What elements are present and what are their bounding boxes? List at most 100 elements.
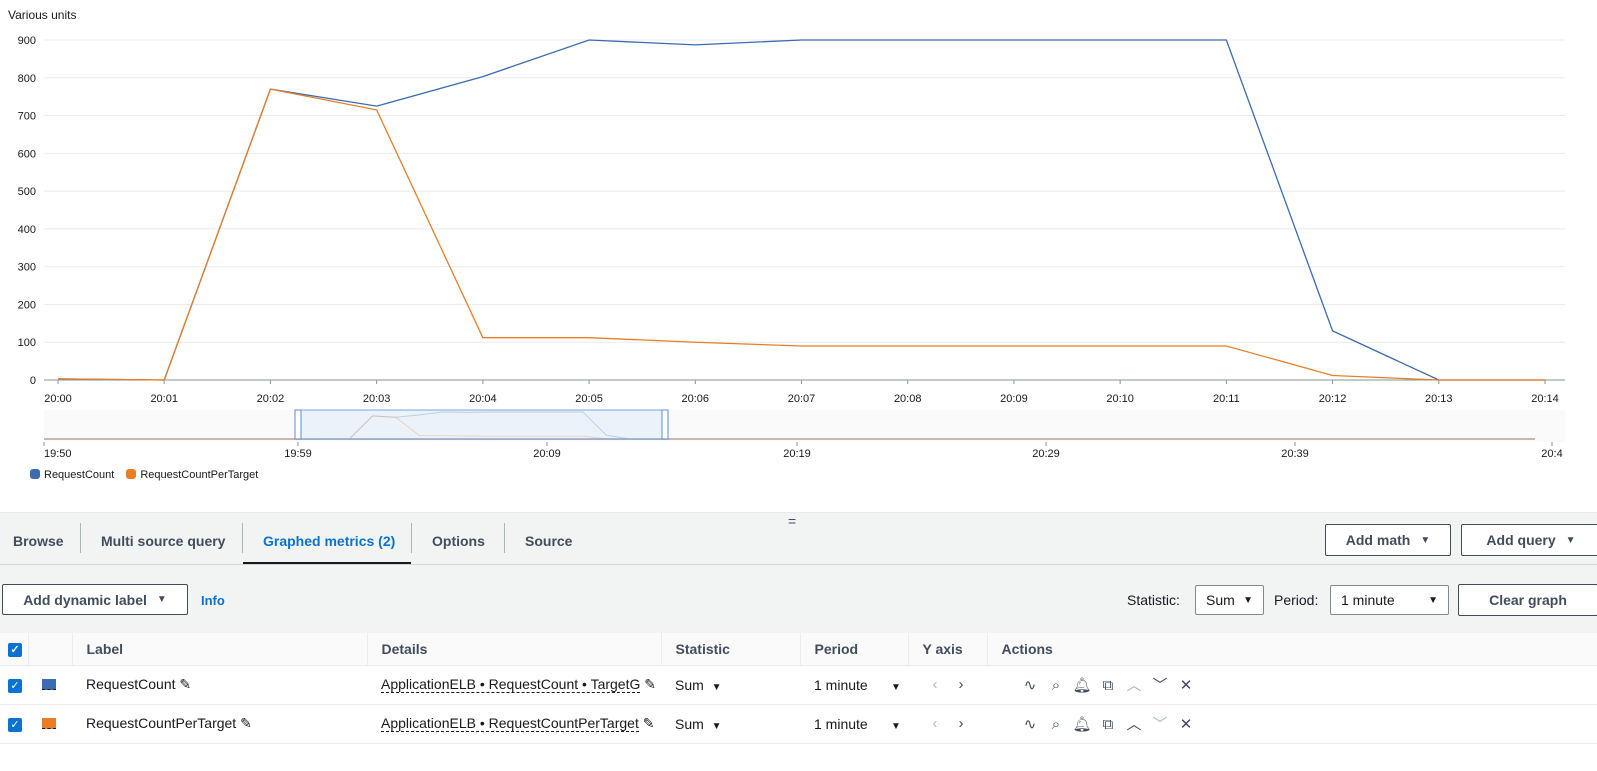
add-dynamic-label-button[interactable]: Add dynamic label ▼ <box>2 584 188 615</box>
y-tick-label: 0 <box>30 375 36 387</box>
search-icon[interactable]: ⌕ <box>1051 716 1061 733</box>
caret-down-icon: ▼ <box>156 594 167 605</box>
tab-browse[interactable]: Browse <box>13 533 64 549</box>
x-tick-label: 20:14 <box>1531 393 1559 405</box>
y-axis-label: Various units <box>8 8 77 22</box>
tab-graphed-metrics[interactable]: Graphed metrics (2) <box>243 529 411 565</box>
period-dropdown[interactable]: 1 minute ▼ <box>800 665 908 705</box>
select-all-checkbox[interactable]: ✓ <box>8 643 22 658</box>
metrics-panel: = Browse Multi source query Graphed metr… <box>0 512 1597 633</box>
x-tick-label: 20:11 <box>1213 393 1240 405</box>
chevron-left-icon[interactable]: ‹ <box>932 715 938 732</box>
col-y-axis[interactable]: Y axis <box>907 633 987 666</box>
duplicate-icon[interactable]: ⧉ <box>1102 677 1114 694</box>
x-tick-label: 20:12 <box>1319 393 1347 405</box>
edit-icon[interactable]: ✎ <box>644 676 656 692</box>
row-checkbox[interactable]: ✓ <box>8 679 22 693</box>
legend-item-requestcountpertarget[interactable]: RequestCountPerTarget <box>126 469 258 481</box>
table-row: ✓ RequestCount ✎ ApplicationELB • Reques… <box>0 665 1597 705</box>
series-line-RequestCount <box>57 39 1545 381</box>
search-icon[interactable]: ⌕ <box>1051 677 1061 694</box>
chevron-down-icon[interactable]: ﹀ <box>1152 677 1168 694</box>
legend-item-requestcount[interactable]: RequestCount <box>30 469 114 481</box>
x-tick-label: 20:01 <box>150 393 178 405</box>
table-row: ✓ RequestCountPerTarget ✎ ApplicationELB… <box>0 704 1597 744</box>
navigator-line-RequestCountPerTarget <box>325 415 653 440</box>
chevron-up-icon[interactable]: ︿ <box>1126 677 1142 694</box>
navigator-tick-label: 19:59 <box>284 448 312 460</box>
resize-handle[interactable]: = <box>788 513 797 529</box>
navigator-tick-label: 20:19 <box>783 448 811 460</box>
navigator-line-RequestCount <box>325 411 653 440</box>
edit-icon[interactable]: ✎ <box>642 715 655 731</box>
tab-multi-source-query[interactable]: Multi source query <box>101 533 226 549</box>
anomaly-icon[interactable]: ∿ <box>1023 716 1037 733</box>
col-actions: Actions <box>986 633 1597 666</box>
statistic-dropdown[interactable]: Sum ▼ <box>661 665 800 705</box>
x-tick-label: 20:08 <box>894 393 922 405</box>
y-tick-label: 100 <box>18 337 36 349</box>
col-statistic[interactable]: Statistic <box>660 633 800 666</box>
col-period[interactable]: Period <box>799 633 908 666</box>
statistic-select[interactable]: Sum ▼ <box>1195 585 1264 615</box>
navigator-tick-label: 20:4 <box>1541 448 1562 460</box>
statistic-dropdown[interactable]: Sum ▼ <box>661 704 800 744</box>
statistic-label: Statistic: <box>1127 592 1180 608</box>
x-tick-label: 20:05 <box>575 393 603 405</box>
add-math-button[interactable]: Add math ▼ <box>1325 524 1451 556</box>
edit-icon[interactable]: ✎ <box>179 676 192 692</box>
chevron-right-icon[interactable]: › <box>958 715 964 732</box>
close-icon[interactable]: ✕ <box>1179 677 1193 694</box>
line-chart: 0 100 200 300 400 500 600 700 800 900 20:00 20:01 20… <box>18 35 1565 460</box>
chevron-up-icon[interactable]: ︿ <box>1126 716 1142 733</box>
legend: RequestCount RequestCountPerTarget <box>30 469 258 481</box>
y-tick-label: 200 <box>18 299 36 311</box>
navigator-background <box>44 410 1565 442</box>
navigator-tick-label: 20:09 <box>533 448 561 460</box>
x-tick-label: 20:00 <box>44 393 72 405</box>
y-tick-label: 400 <box>18 224 36 236</box>
metric-details[interactable]: ApplicationELB • RequestCountPerTarget <box>381 715 639 732</box>
period-dropdown[interactable]: 1 minute ▼ <box>800 704 908 744</box>
bell-icon[interactable]: 🔔︎ <box>1072 677 1092 694</box>
edit-icon[interactable]: ✎ <box>240 715 252 731</box>
add-query-button[interactable]: Add query ▼ <box>1461 524 1597 556</box>
y-tick-label: 500 <box>18 186 36 198</box>
bell-icon[interactable]: 🔔︎ <box>1072 716 1092 733</box>
color-swatch[interactable] <box>42 717 56 729</box>
navigator-tick-label: 20:39 <box>1281 448 1309 460</box>
duplicate-icon[interactable]: ⧉ <box>1102 716 1114 733</box>
x-tick-label: 20:09 <box>1000 393 1028 405</box>
x-tick-label: 20:03 <box>363 393 391 405</box>
info-link[interactable]: Info <box>201 593 225 608</box>
period-select[interactable]: 1 minute ▼ <box>1330 585 1449 615</box>
y-tick-label: 800 <box>18 73 36 85</box>
navigator-selection[interactable] <box>297 409 666 440</box>
metric-label: RequestCountPerTarget <box>86 715 237 731</box>
tab-source[interactable]: Source <box>525 533 573 549</box>
row-checkbox[interactable]: ✓ <box>8 718 22 732</box>
period-label: Period: <box>1274 592 1319 608</box>
metric-details[interactable]: ApplicationELB • RequestCount • TargetG <box>381 676 641 693</box>
tab-options[interactable]: Options <box>432 533 485 549</box>
anomaly-icon[interactable]: ∿ <box>1023 677 1037 694</box>
chevron-left-icon[interactable]: ‹ <box>932 676 938 693</box>
chevron-right-icon[interactable]: › <box>958 676 964 693</box>
color-swatch[interactable] <box>42 678 56 690</box>
graphed-metrics-table: ✓ Label Details Statistic Period Y axis … <box>0 633 1597 744</box>
close-icon[interactable]: ✕ <box>1179 716 1193 733</box>
x-tick-label: 20:10 <box>1106 393 1134 405</box>
col-details[interactable]: Details <box>366 633 661 666</box>
navigator-tick-label: 19:50 <box>44 448 72 460</box>
navigator-tick-label: 20:29 <box>1032 448 1060 460</box>
clear-graph-button[interactable]: Clear graph <box>1458 584 1597 616</box>
y-tick-label: 700 <box>18 111 36 123</box>
navigator-handle[interactable] <box>294 409 302 440</box>
chevron-down-icon[interactable]: ﹀ <box>1152 716 1168 733</box>
metric-label: RequestCount <box>86 676 176 692</box>
navigator-handle[interactable] <box>661 409 669 440</box>
x-tick-label: 20:07 <box>788 393 816 405</box>
x-tick-label: 20:13 <box>1425 393 1453 405</box>
col-label[interactable]: Label <box>71 633 367 666</box>
caret-down-icon: ▼ <box>1565 534 1576 546</box>
